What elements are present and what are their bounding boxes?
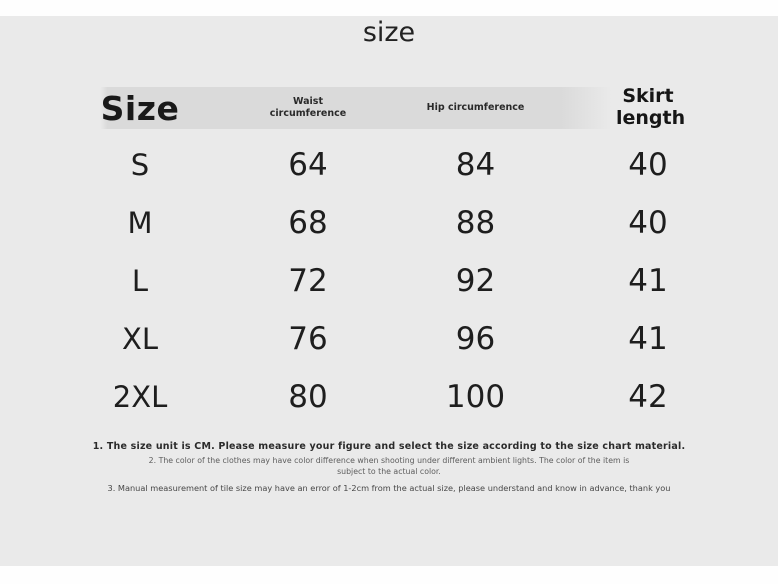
value-cell: 96	[455, 321, 496, 357]
size-table: Size Waist circumference Hip circumferen…	[55, 85, 736, 426]
footnote-measurement-error: 3. Manual measurement of tile size may h…	[107, 482, 671, 493]
table-header-band	[100, 87, 612, 129]
value-cell: 80	[288, 379, 328, 415]
column-header-waist-label: Waist circumference	[269, 95, 347, 119]
footnotes: 1. The size unit is CM. Please measure y…	[59, 441, 719, 493]
value-cell: 42	[628, 379, 668, 415]
column-header-size-label: Size	[100, 88, 180, 128]
value-cell: 41	[628, 321, 668, 357]
column-header-hip: Hip circumference	[391, 90, 560, 136]
column-header-hip-label: Hip circumference	[426, 101, 525, 113]
figure-title: size	[362, 17, 416, 48]
value-cell: 84	[455, 147, 496, 183]
size-cell: M	[127, 206, 153, 240]
footnote-color-difference: 2. The color of the clothes may have col…	[148, 456, 630, 476]
size-cell: L	[131, 264, 149, 298]
value-cell: 76	[288, 321, 328, 357]
value-cell: 68	[288, 205, 328, 241]
value-cell: 64	[288, 147, 328, 183]
size-cell: 2XL	[112, 380, 168, 414]
column-header-skirt-label: Skirt length	[616, 85, 686, 129]
column-header-size: Size	[55, 88, 225, 136]
value-cell: 40	[628, 147, 668, 183]
bottom-white-strip	[0, 566, 778, 584]
value-cell: 41	[628, 263, 668, 299]
footnote-size-unit: 1. The size unit is CM. Please measure y…	[92, 441, 686, 452]
column-header-waist: Waist circumference	[225, 90, 391, 136]
value-cell: 88	[455, 205, 496, 241]
value-cell: 100	[445, 379, 506, 415]
value-cell: 72	[288, 263, 328, 299]
top-white-strip	[0, 0, 778, 16]
size-cell: S	[130, 148, 150, 182]
size-cell: XL	[121, 322, 159, 356]
value-cell: 92	[455, 263, 496, 299]
column-header-skirt: Skirt length	[560, 85, 736, 136]
value-cell: 40	[628, 205, 668, 241]
